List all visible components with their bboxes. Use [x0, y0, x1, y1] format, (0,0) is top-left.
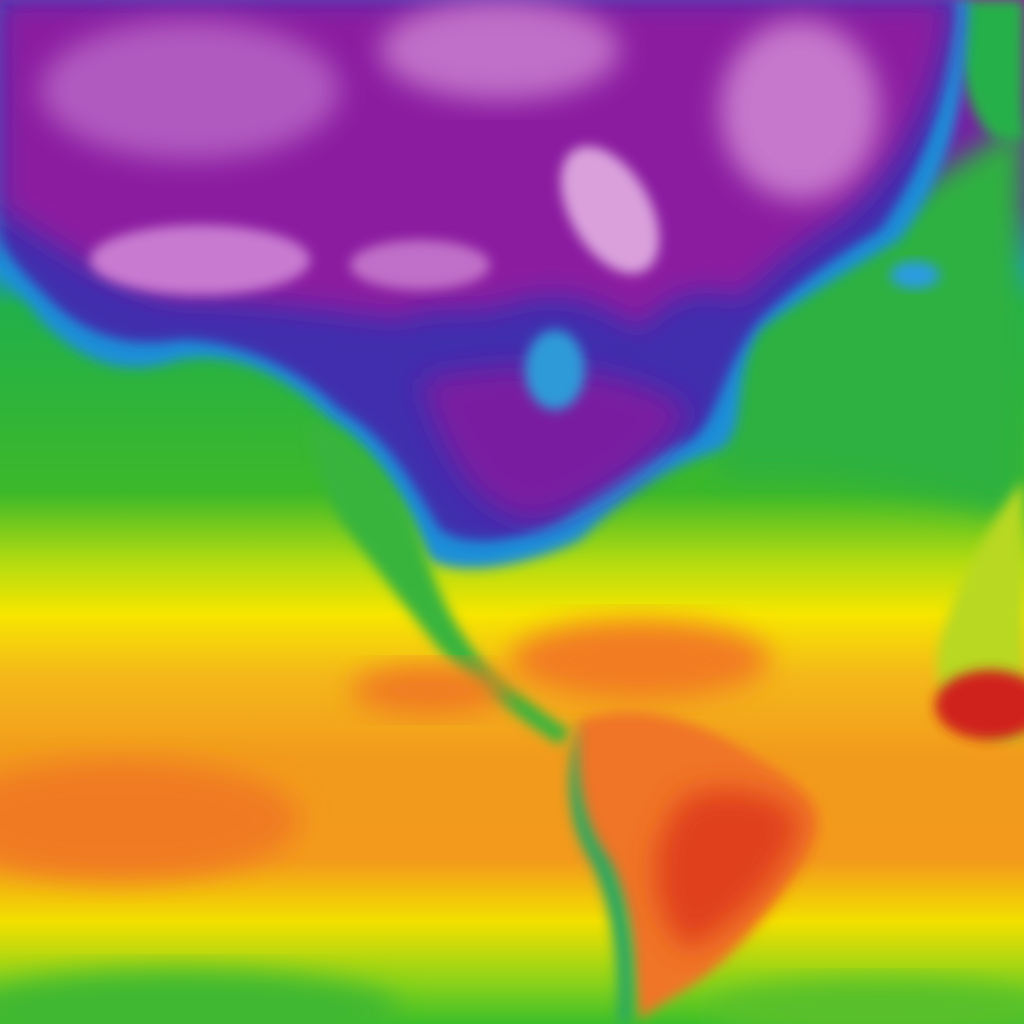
north-atlantic-field [960, 0, 1024, 142]
cold-patch [380, 0, 620, 100]
interior-cold [420, 367, 690, 520]
warm-band [350, 665, 510, 715]
cold-patch [720, 20, 880, 200]
andes [569, 720, 634, 1024]
atlantic-field [720, 120, 1024, 520]
cold-patch [90, 225, 310, 295]
southern-cool [0, 970, 400, 1024]
cold-patch [350, 240, 490, 290]
central-america [310, 420, 570, 745]
brazil-hot [656, 789, 800, 950]
cold-patch [560, 146, 660, 274]
caribbean-warm [510, 620, 770, 700]
island-patch [890, 261, 940, 289]
warm-band [0, 760, 300, 880]
africa-hot [935, 670, 1024, 740]
cold-patch [40, 20, 340, 160]
southern-cool [710, 980, 1024, 1024]
lake-patch [525, 330, 585, 410]
